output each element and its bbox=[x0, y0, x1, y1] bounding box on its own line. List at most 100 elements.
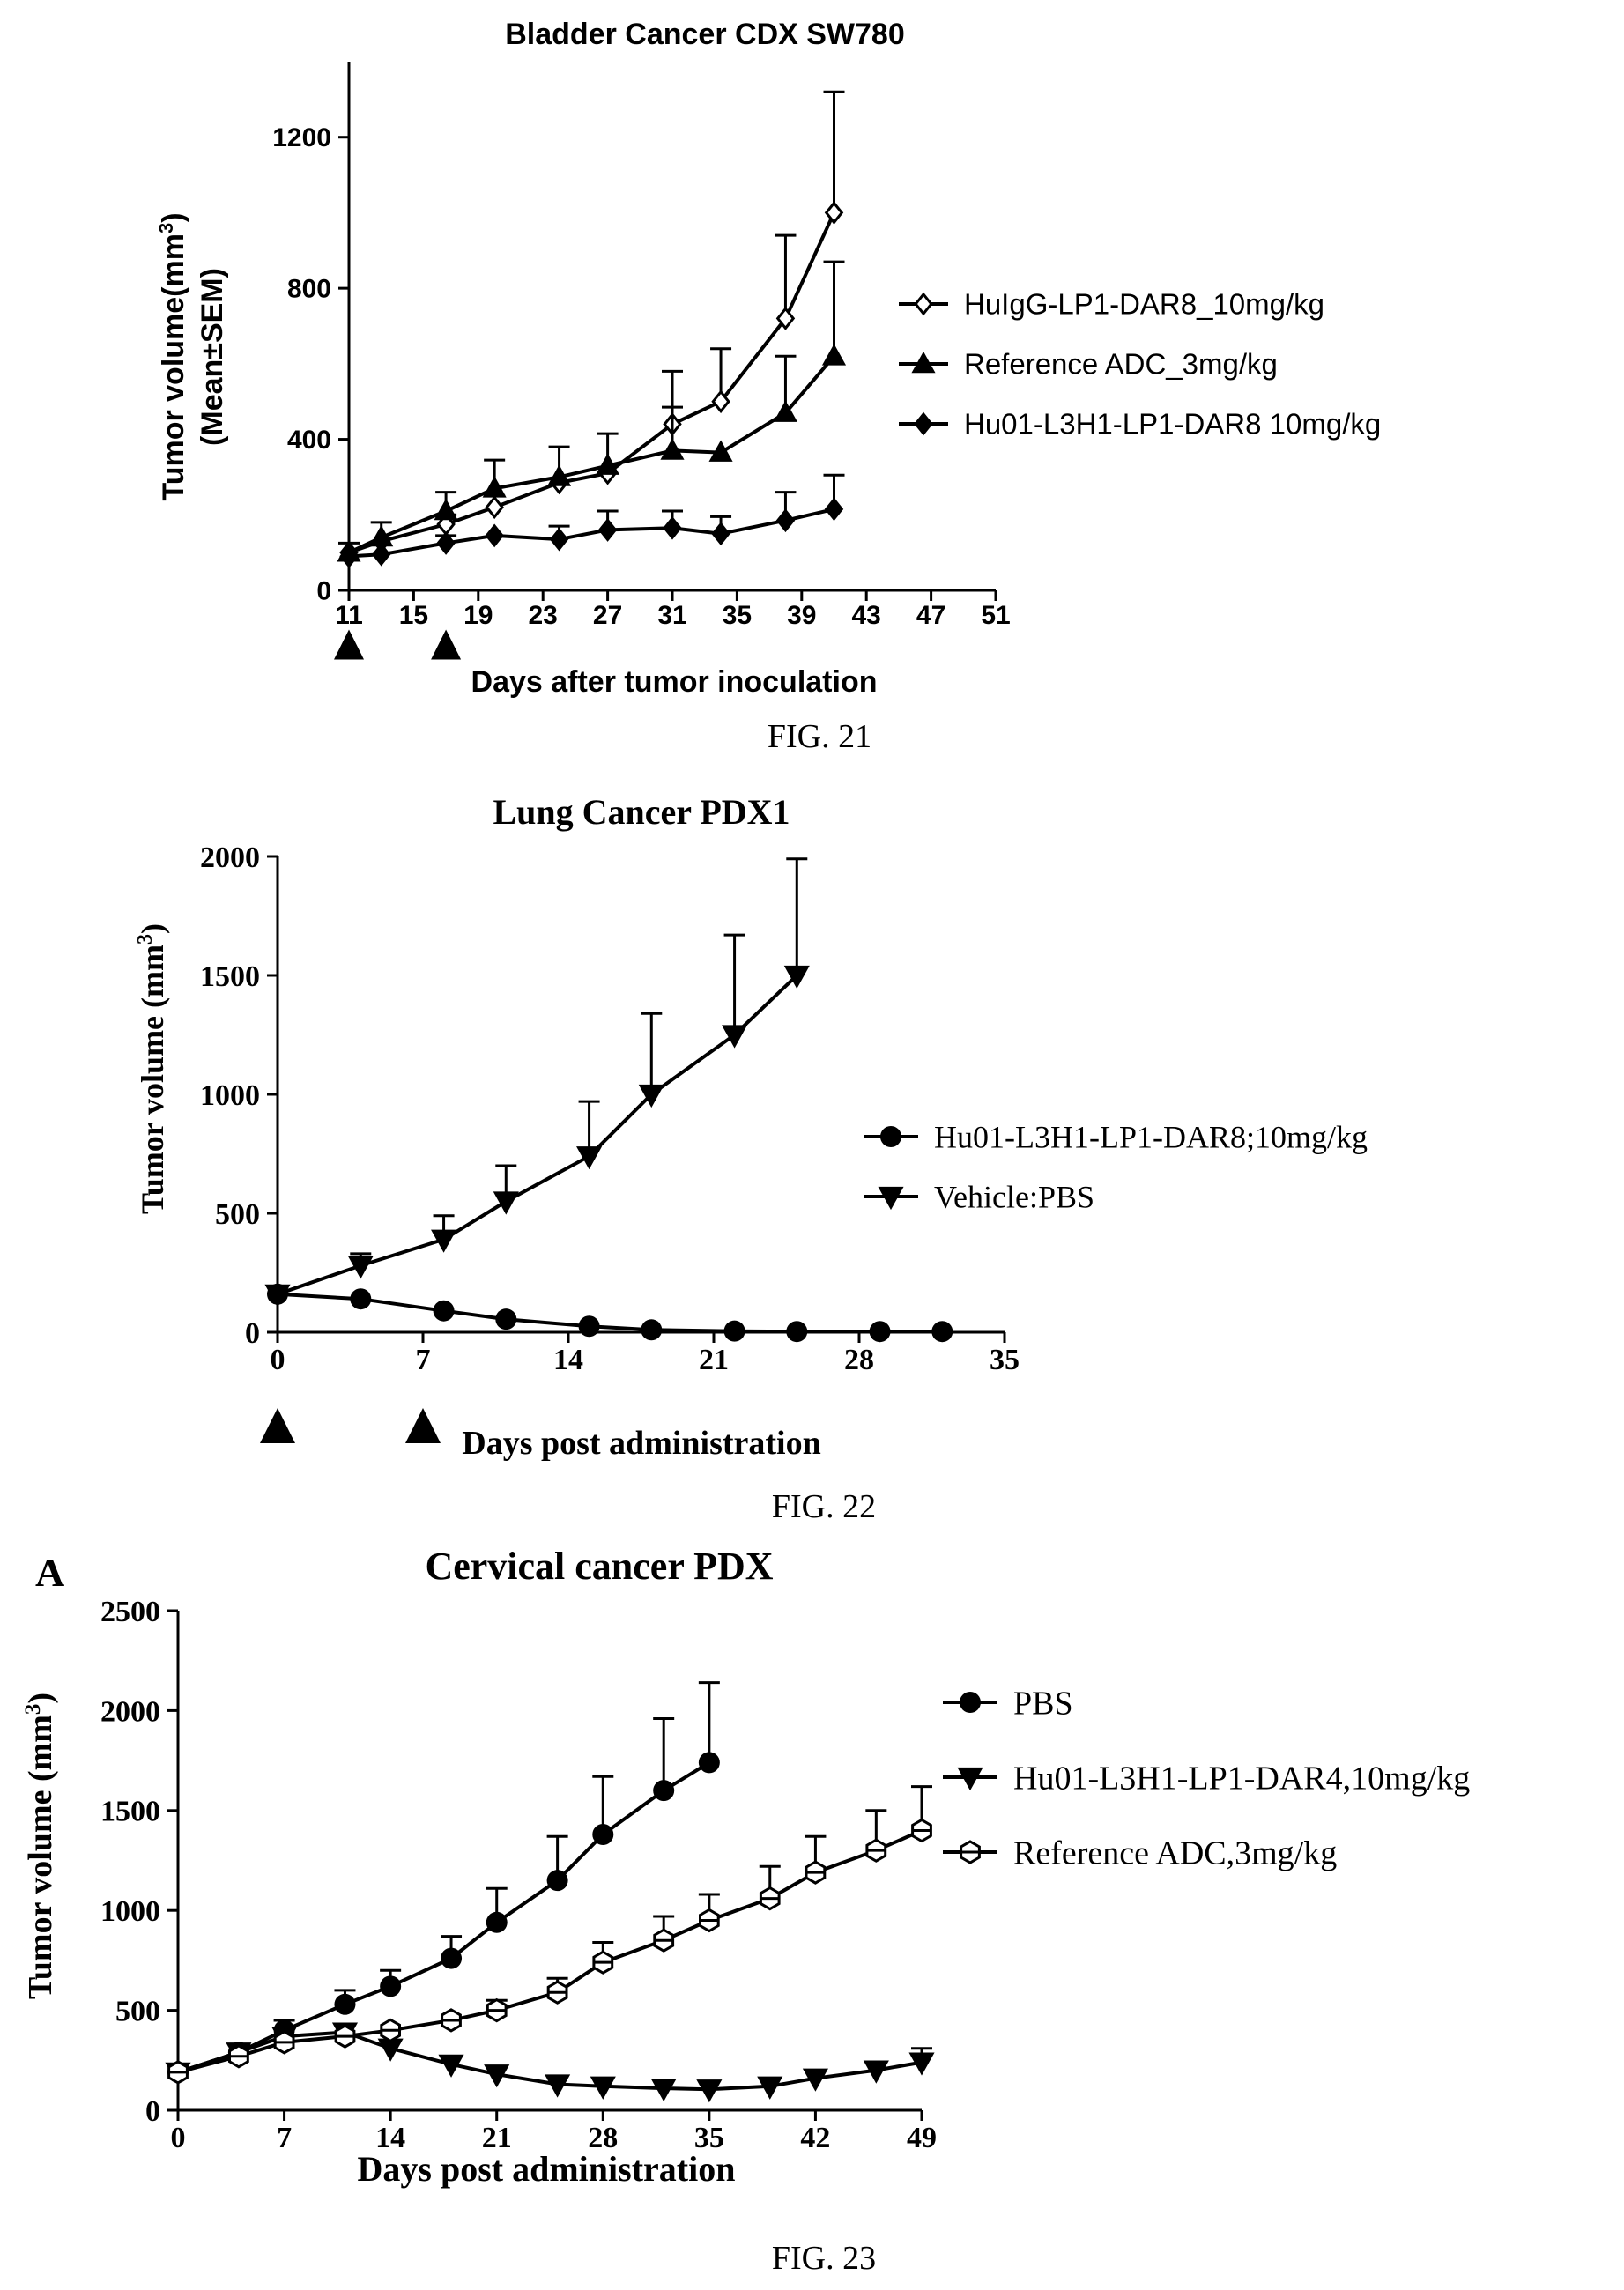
data-point bbox=[273, 2030, 295, 2055]
x-tick-label: 47 bbox=[916, 601, 945, 630]
data-point bbox=[578, 1315, 600, 1338]
dosing-arrow bbox=[334, 629, 364, 660]
data-point bbox=[802, 2068, 828, 2092]
x-tick-label: 51 bbox=[981, 601, 1010, 630]
series-1 bbox=[264, 857, 810, 1308]
legend-label: Hu01-L3H1-LP1-DAR8 10mg/kg bbox=[964, 408, 1381, 441]
data-point bbox=[957, 1767, 983, 1791]
data-point bbox=[334, 2024, 356, 2049]
series-line bbox=[277, 1292, 943, 1334]
legend-label: Vehicle:PBS bbox=[934, 1180, 1094, 1215]
data-point bbox=[547, 464, 572, 486]
x-tick-label: 42 bbox=[800, 2122, 830, 2154]
x-tick-label: 39 bbox=[787, 601, 816, 630]
series-1 bbox=[165, 2022, 935, 2103]
y-tick-label: 400 bbox=[287, 426, 331, 455]
x-tick-label: 21 bbox=[482, 2122, 512, 2154]
series-line bbox=[348, 211, 836, 554]
figure-label: FIG. 22 bbox=[772, 1488, 876, 1525]
data-point bbox=[869, 1321, 891, 1343]
y-tick-label: 1500 bbox=[200, 960, 260, 993]
figure-label: FIG. 23 bbox=[772, 2240, 876, 2277]
data-point bbox=[436, 531, 456, 555]
x-tick-label: 49 bbox=[907, 2122, 937, 2154]
data-point bbox=[482, 476, 507, 498]
data-point bbox=[486, 1997, 508, 2023]
y-axis-label: Tumor volume(mm3) bbox=[155, 212, 191, 500]
series-1 bbox=[337, 260, 847, 562]
data-point bbox=[441, 2008, 462, 2033]
data-point bbox=[433, 1300, 455, 1322]
y-tick-label: 2000 bbox=[200, 841, 260, 874]
y-tick-label: 500 bbox=[215, 1198, 260, 1231]
data-point bbox=[485, 495, 504, 520]
legend-label: HuIgG-LP1-DAR8_10mg/kg bbox=[964, 288, 1324, 321]
data-point bbox=[722, 1025, 748, 1049]
x-axis-label: Days post administration bbox=[358, 2149, 736, 2189]
legend-entry: Reference ADC_3mg/kg bbox=[899, 348, 1278, 381]
data-point bbox=[711, 389, 730, 414]
legend-entry: Vehicle:PBS bbox=[864, 1180, 1094, 1215]
chart-bladder-cancer: Bladder Cancer CDX SW780 Tumor volume(mm… bbox=[155, 18, 1382, 755]
x-tick-label: 21 bbox=[699, 1344, 729, 1376]
data-point bbox=[757, 2076, 783, 2100]
data-point bbox=[805, 1860, 827, 1885]
series-line bbox=[348, 354, 836, 554]
series-2 bbox=[167, 1785, 932, 2085]
x-tick-label: 7 bbox=[416, 1344, 431, 1376]
x-tick-label: 0 bbox=[271, 1344, 285, 1376]
x-tick-label: 0 bbox=[171, 2122, 186, 2154]
data-point bbox=[576, 1146, 603, 1170]
data-point bbox=[592, 1950, 614, 1975]
data-point bbox=[549, 527, 569, 552]
data-point bbox=[824, 201, 844, 225]
y-tick-label: 0 bbox=[145, 2095, 160, 2128]
x-tick-label: 35 bbox=[990, 1344, 1020, 1376]
data-point bbox=[723, 1320, 745, 1342]
data-point bbox=[380, 2018, 401, 2043]
legend-entry: Reference ADC,3mg/kg bbox=[943, 1834, 1337, 1871]
y-tick-label: 2500 bbox=[100, 1596, 160, 1628]
data-point bbox=[960, 1692, 981, 1713]
x-tick-label: 15 bbox=[399, 601, 428, 630]
data-point bbox=[486, 1911, 508, 1933]
y-tick-label: 1200 bbox=[272, 123, 331, 152]
legend-label: Hu01-L3H1-LP1-DAR8;10mg/kg bbox=[934, 1120, 1368, 1155]
y-tick-label: 2000 bbox=[100, 1695, 160, 1728]
x-tick-label: 31 bbox=[657, 601, 686, 630]
legend-entry: PBS bbox=[943, 1685, 1073, 1722]
data-point bbox=[441, 1947, 463, 1969]
data-point bbox=[878, 1186, 904, 1211]
x-tick-label: 35 bbox=[723, 601, 752, 630]
data-point bbox=[865, 1838, 887, 1863]
series-line bbox=[277, 974, 798, 1296]
panel-label: A bbox=[35, 1550, 64, 1595]
data-point bbox=[431, 1229, 457, 1253]
figure-label: FIG. 21 bbox=[768, 718, 871, 755]
x-tick-label: 35 bbox=[694, 2122, 724, 2154]
data-point bbox=[641, 1319, 663, 1341]
chart-cervical-cancer: A Cervical cancer PDX Tumor volume (mm3)… bbox=[21, 1545, 1471, 2277]
x-axis-label: Days post administration bbox=[462, 1425, 821, 1462]
data-point bbox=[493, 1191, 519, 1215]
y-axis-label: Tumor volume (mm3) bbox=[134, 923, 170, 1214]
legend-entry: Hu01-L3H1-LP1-DAR4,10mg/kg bbox=[943, 1760, 1470, 1797]
y-tick-label: 500 bbox=[115, 1996, 160, 2028]
data-point bbox=[485, 523, 504, 548]
y-tick-label: 1000 bbox=[200, 1079, 260, 1112]
data-point bbox=[824, 497, 844, 522]
x-tick-label: 23 bbox=[529, 601, 558, 630]
data-point bbox=[545, 2074, 571, 2098]
data-point bbox=[775, 508, 796, 533]
data-point bbox=[546, 1870, 568, 1892]
data-point bbox=[438, 2054, 464, 2078]
legend-entry: Hu01-L3H1-LP1-DAR8;10mg/kg bbox=[864, 1120, 1368, 1155]
data-point bbox=[597, 518, 618, 542]
legend-label: Reference ADC_3mg/kg bbox=[964, 348, 1278, 381]
data-point bbox=[696, 2079, 723, 2103]
y-tick-label: 1000 bbox=[100, 1895, 160, 1928]
y-axis-label: Tumor volume (mm3) bbox=[21, 1693, 60, 1999]
data-point bbox=[638, 1084, 664, 1108]
y-tick-label: 1500 bbox=[100, 1796, 160, 1828]
